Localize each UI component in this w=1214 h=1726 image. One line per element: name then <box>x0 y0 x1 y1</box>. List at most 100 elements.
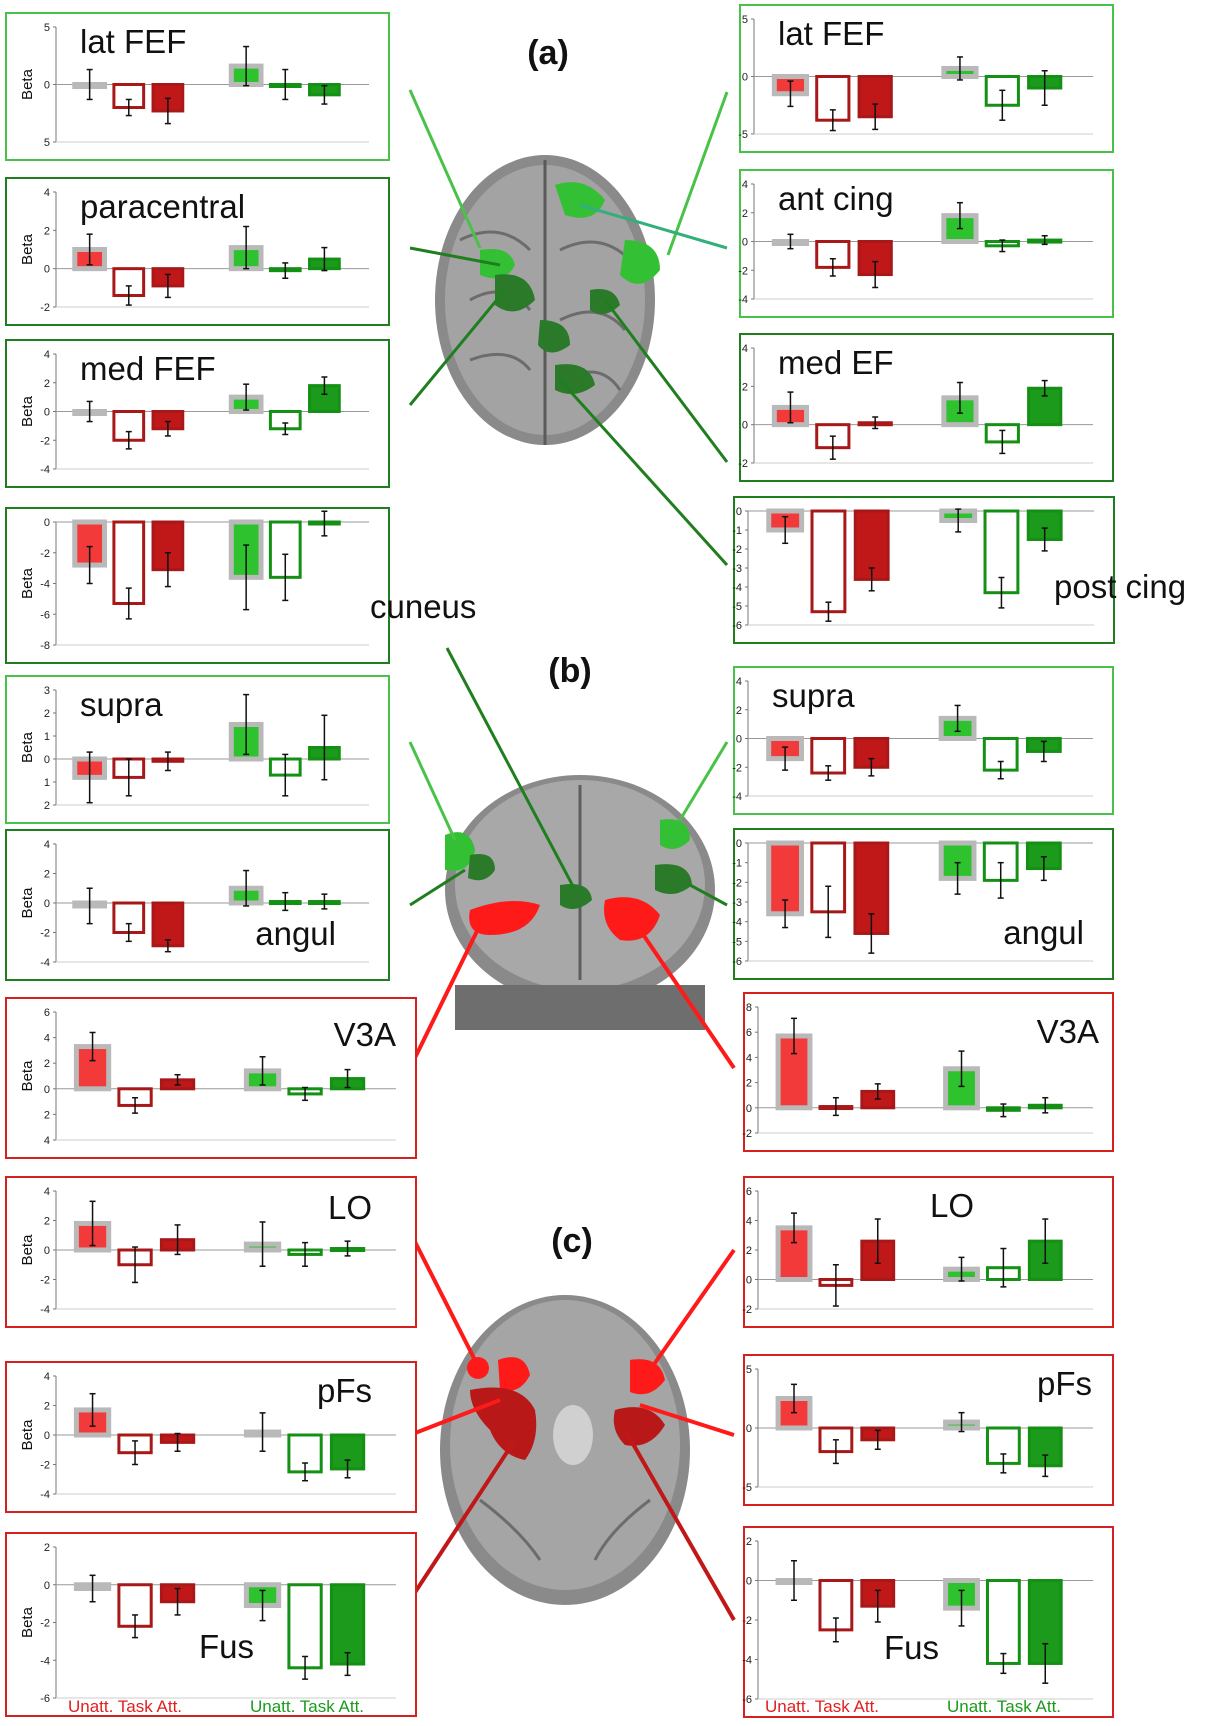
y-tick-label: 0 <box>742 237 748 249</box>
chart-panel-5: 4 2 0 -2 -4 Beta angul <box>5 829 390 981</box>
y-axis-label: Beta <box>19 395 36 427</box>
y-tick-label: -4 <box>732 582 742 594</box>
chart-panel-9: 2 0 -2 -4 -6 Beta Fus <box>5 1532 417 1717</box>
panel-title: med FEF <box>80 350 216 387</box>
y-tick-label: -4 <box>40 1304 50 1316</box>
connector-line-13 <box>638 928 736 1070</box>
panel-title: V3A <box>334 1016 396 1053</box>
y-tick-label: 0 <box>746 1275 752 1287</box>
y-tick-label: 4 <box>44 1371 50 1383</box>
connector-line-5 <box>603 299 729 463</box>
bar-red-1 <box>112 520 146 605</box>
connector-line-2 <box>408 289 507 406</box>
y-tick-label: 4 <box>44 1135 50 1147</box>
bar-green-2 <box>1027 386 1063 427</box>
y-tick-label: 0 <box>44 1580 50 1592</box>
chart-panel-14: 4 2 0 -2 -4 supra <box>732 666 1114 815</box>
chart-panel-0: 5 0 5 Beta lat FEF <box>5 12 390 161</box>
y-tick-label: 0 <box>746 1103 752 1115</box>
y-tick-label: 5 <box>44 22 50 34</box>
connector-line-1 <box>409 246 501 267</box>
y-tick-label: -4 <box>40 957 50 969</box>
chart-panel-19: 2 0 -2 -4 -6 Fus <box>742 1526 1114 1718</box>
y-tick-label: 0 <box>742 420 748 432</box>
y-tick-label: 2 <box>44 1058 50 1070</box>
y-tick-label: -5 <box>738 129 748 141</box>
bar-green-2 <box>329 1583 366 1666</box>
y-tick-label: -2 <box>40 548 50 560</box>
connector-line-3 <box>666 91 729 256</box>
section-label-c: (c) <box>551 1222 593 1260</box>
y-tick-label: -6 <box>40 1693 50 1705</box>
connector-line-11 <box>689 883 728 907</box>
y-axis-label: Beta <box>19 233 36 265</box>
panel-frame <box>5 177 390 326</box>
panel-title: ant cing <box>778 180 894 217</box>
y-axis-label: Beta <box>19 1060 36 1092</box>
panel-title: angul <box>1003 914 1084 951</box>
y-tick-label: 2 <box>44 1542 50 1554</box>
y-tick-label: 6 <box>746 1027 752 1039</box>
y-tick-label: 2 <box>746 1536 752 1548</box>
y-tick-label: 2 <box>742 208 748 220</box>
y-tick-label: 4 <box>742 179 748 191</box>
panel-title: med EF <box>778 344 894 381</box>
chart-panel-16: 8 6 4 2 0 -2 V3A <box>742 992 1114 1152</box>
legend-green-right: Unatt. Task Att. <box>947 1697 1061 1716</box>
panel-title: angul <box>255 915 336 952</box>
y-tick-label: 0 <box>44 264 50 276</box>
y-tick-label: 4 <box>746 1216 752 1228</box>
y-tick-label: 5 <box>746 1364 752 1376</box>
bar-red-1 <box>117 1583 153 1628</box>
y-tick-label: -6 <box>40 609 50 621</box>
connector-line-14 <box>408 1231 482 1371</box>
y-tick-label: 0 <box>44 1430 50 1442</box>
chart-panel-10: 5 0 -5 lat FEF <box>738 4 1114 153</box>
legend-green: Unatt. Task Att. <box>250 1697 364 1716</box>
y-tick-label: 4 <box>742 343 748 355</box>
bar-red-1 <box>810 509 847 614</box>
connector-line-17 <box>648 1248 736 1372</box>
y-tick-label: 2 <box>44 1216 50 1228</box>
panel-title: lat FEF <box>778 15 884 52</box>
connector-line-10 <box>678 741 729 821</box>
connector-line-18 <box>639 1403 735 1437</box>
y-tick-label: 2 <box>44 225 50 237</box>
y-tick-label: -1 <box>732 525 742 537</box>
y-tick-label: -4 <box>40 1655 50 1667</box>
y-axis-label: Beta <box>19 1234 36 1266</box>
y-tick-label: -4 <box>742 1655 752 1667</box>
panel-title: pFs <box>317 1372 372 1409</box>
y-tick-label: 5 <box>44 137 50 149</box>
y-tick-label: 6 <box>44 1007 50 1019</box>
y-tick-label: -2 <box>742 1304 752 1316</box>
chart-panel-2: 4 2 0 -2 -4 Beta med FEF <box>5 339 390 488</box>
legend-red: Unatt. Task Att. <box>68 1697 182 1716</box>
y-axis-label: Beta <box>19 1606 36 1638</box>
y-tick-label: -2 <box>40 1618 50 1630</box>
y-tick-label: -4 <box>40 464 50 476</box>
y-tick-label: 2 <box>44 869 50 881</box>
cuneus-label: cuneus <box>370 588 476 625</box>
brain-top-view <box>435 155 660 445</box>
y-tick-label: -2 <box>40 1460 50 1472</box>
y-tick-label: 1 <box>44 731 50 743</box>
y-tick-label: -5 <box>742 1482 752 1494</box>
connector-line-15 <box>409 1398 501 1437</box>
chart-panel-1: 4 2 0 -2 Beta paracentral <box>5 177 390 326</box>
y-tick-label: 0 <box>44 1084 50 1096</box>
section-label-a: (a) <box>527 34 569 72</box>
y-tick-label: 4 <box>44 349 50 361</box>
y-tick-label: -2 <box>738 458 748 470</box>
y-tick-label: 0 <box>746 1423 752 1435</box>
y-tick-label: 1 <box>44 777 50 789</box>
y-tick-label: 5 <box>742 14 748 26</box>
panel-title: V3A <box>1037 1013 1099 1050</box>
panel-frame <box>5 507 390 664</box>
panel-title: supra <box>772 677 855 714</box>
panel-title: paracentral <box>80 188 245 225</box>
y-tick-label: 2 <box>746 1078 752 1090</box>
connector-line-19 <box>623 1429 736 1621</box>
y-tick-label: 8 <box>746 1002 752 1014</box>
